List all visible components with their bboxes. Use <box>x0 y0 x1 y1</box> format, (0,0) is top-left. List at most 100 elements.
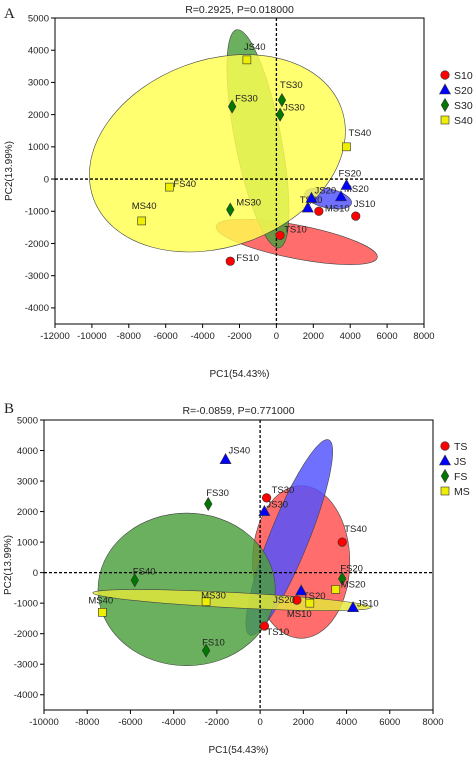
y-axis-label: PC2(13.99%) <box>3 535 14 595</box>
legend-label-S10: S10 <box>454 70 473 82</box>
point-MS10 <box>305 598 315 608</box>
panel-label: B <box>4 401 14 417</box>
y-tick-label: -4000 <box>14 690 38 701</box>
x-tick-label: -10000 <box>29 717 59 728</box>
legend-label-MS: MS <box>454 486 470 498</box>
point-MS20 <box>334 190 347 202</box>
chart-title: R=-0.0859, P=0.771000 <box>182 405 294 417</box>
point-MS40 <box>137 216 147 226</box>
x-tick-label: 4000 <box>340 331 361 342</box>
y-tick-label: 5000 <box>17 415 38 426</box>
x-tick-label: 4000 <box>336 717 357 728</box>
point-label-FS10: FS10 <box>202 637 225 648</box>
y-tick-label: 1000 <box>17 537 38 548</box>
point-TS40 <box>337 537 347 547</box>
legend-marker-S40 <box>440 115 450 125</box>
legend-marker-JS <box>438 454 452 466</box>
point-FS10 <box>225 256 235 266</box>
point-MS30 <box>201 597 211 606</box>
legend-label-S40: S40 <box>454 115 473 127</box>
x-tick-label: -6000 <box>118 717 142 728</box>
point-JS30 <box>275 107 285 122</box>
y-tick-label: -1000 <box>14 598 38 609</box>
point-FS40 <box>165 182 174 192</box>
point-label-FS20: FS20 <box>340 564 363 575</box>
x-tick-label: -4000 <box>190 331 214 342</box>
y-tick-label: 0 <box>44 174 49 185</box>
point-label-FS40: FS40 <box>173 179 196 190</box>
legend-label-S30: S30 <box>454 100 473 112</box>
x-tick-label: -8000 <box>117 331 141 342</box>
point-label-JS10: JS10 <box>354 199 376 210</box>
legend-label-FS: FS <box>454 471 467 483</box>
point-JS40 <box>219 453 232 464</box>
point-FS30 <box>227 99 237 114</box>
point-MS40 <box>98 608 107 617</box>
point-label-MS10: MS10 <box>287 609 312 620</box>
point-label-FS20: FS20 <box>339 168 362 179</box>
x-tick-label: -10000 <box>77 331 107 342</box>
point-label-MS30: MS30 <box>201 591 226 602</box>
legend-marker-S20 <box>438 83 452 95</box>
y-tick-label: -2000 <box>14 629 38 640</box>
point-TS20 <box>292 595 302 605</box>
x-axis-label: PC1(54.43%) <box>209 369 269 380</box>
x-tick-label: 6000 <box>377 331 398 342</box>
point-label-FS30: FS30 <box>235 94 258 105</box>
x-tick-label: 8000 <box>422 717 443 728</box>
point-label-FS40: FS40 <box>133 566 156 577</box>
point-label-JS20: JS20 <box>273 595 295 606</box>
point-label-TS40: TS40 <box>344 524 367 535</box>
x-tick-label: -2000 <box>205 717 229 728</box>
point-label-FS30: FS30 <box>206 488 229 499</box>
legend: TS JS FS MS <box>438 441 470 498</box>
point-TS20 <box>301 201 314 213</box>
point-label-TS30: TS30 <box>272 485 295 496</box>
x-tick-label: 0 <box>257 717 262 728</box>
point-label-MS20: MS20 <box>341 579 366 590</box>
y-tick-label: 2000 <box>17 507 38 518</box>
point-label-TS40: TS40 <box>349 128 372 139</box>
point-label-JS30: JS30 <box>283 103 305 114</box>
point-label-JS10: JS10 <box>357 599 379 610</box>
chart-title: R=0.2925, P=0.018000 <box>185 4 294 16</box>
y-tick-label: 5000 <box>28 13 49 24</box>
y-tick-label: 0 <box>33 568 38 579</box>
point-FS20 <box>340 178 353 190</box>
legend-marker-S10 <box>440 70 450 80</box>
point-label-MS30: MS30 <box>236 198 261 209</box>
point-TS30 <box>261 493 272 503</box>
point-JS30 <box>258 504 271 516</box>
x-tick-label: 2000 <box>293 717 314 728</box>
point-label-JS40: JS40 <box>244 42 266 53</box>
confidence-ellipse-FS <box>97 512 276 667</box>
legend: S10 S20 S30 S40 <box>438 70 473 127</box>
plot-area: TS30 TS40 TS20 TS10 JS40 JS30 JS20 JS10 FS30 FS40… <box>44 420 433 710</box>
y-tick-label: 3000 <box>28 78 49 89</box>
point-label-MS20: MS20 <box>344 184 369 195</box>
y-tick-label: 1000 <box>28 142 49 153</box>
point-label-FS10: FS10 <box>236 253 259 264</box>
y-tick-label: 4000 <box>28 46 49 57</box>
y-tick-label: -4000 <box>25 303 49 314</box>
x-tick-label: -8000 <box>75 717 99 728</box>
x-tick-label: -6000 <box>154 331 178 342</box>
y-tick-label: -3000 <box>14 660 38 671</box>
legend-label-TS: TS <box>454 441 467 453</box>
x-tick-label: 8000 <box>413 331 434 342</box>
plot-frame <box>43 419 434 711</box>
chart-panel-A: AR=0.2925, P=0.018000FS10TS10MS10JS10TS2… <box>4 4 473 380</box>
point-FS10 <box>201 643 211 658</box>
legend-label-JS: JS <box>454 456 466 468</box>
plot-area: FS10TS10MS10JS10TS20JS20MS20FS20FS30TS30… <box>55 18 424 324</box>
y-tick-label: -1000 <box>25 207 49 218</box>
point-label-JS30: JS30 <box>266 500 288 511</box>
point-label-TS10: TS10 <box>266 627 289 638</box>
point-MS20 <box>331 585 341 594</box>
legend-marker-FS <box>440 468 450 484</box>
point-JS10 <box>351 211 361 221</box>
x-axis-label: PC1(54.43%) <box>208 745 268 756</box>
legend-label-S20: S20 <box>454 85 473 97</box>
point-label-MS40: MS40 <box>88 595 113 606</box>
